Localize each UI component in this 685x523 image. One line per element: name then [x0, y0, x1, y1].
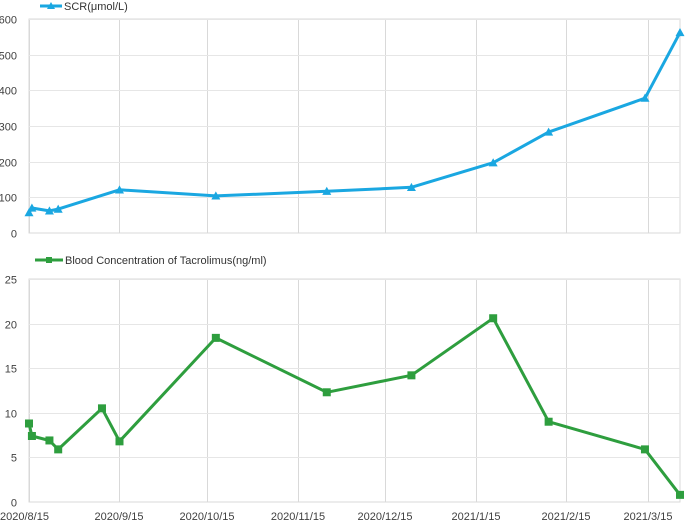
y-tick-label: 600 — [0, 15, 17, 27]
data-point-triangle — [211, 191, 221, 200]
legend-marker-triangle — [47, 2, 55, 9]
data-point-triangle — [322, 186, 332, 195]
x-tick-label: 2020/9/15 — [95, 511, 144, 523]
y-tick-label: 400 — [0, 86, 17, 98]
data-point-square — [640, 445, 649, 454]
legend: Blood Concentration of Tacrolimus(ng/ml) — [35, 255, 267, 267]
y-tick-label: 0 — [11, 498, 17, 510]
y-tick-label: 25 — [5, 275, 17, 287]
data-point-square — [676, 490, 684, 499]
y-tick-label: 200 — [0, 158, 17, 170]
data-point-triangle — [675, 28, 685, 37]
y-tick-label: 300 — [0, 122, 17, 134]
data-point-triangle — [44, 206, 54, 215]
x-tick-label: 2020/12/15 — [357, 511, 412, 523]
chart-panel-1: 0 100 200 300 400 500 600 SCR(μmol/L) — [0, 1, 685, 241]
x-tick-label: 2020/10/15 — [179, 511, 234, 523]
data-point-square — [27, 431, 36, 440]
series-line — [27, 31, 682, 215]
x-tick-label: 2021/3/15 — [624, 511, 673, 523]
y-tick-label: 15 — [5, 364, 17, 376]
series-line — [27, 316, 682, 497]
legend-marker-square — [46, 257, 52, 263]
y-tick-label: 10 — [5, 409, 17, 421]
data-point-square — [115, 437, 124, 446]
y-tick-label: 20 — [5, 320, 17, 332]
data-point-triangle — [114, 185, 124, 194]
data-point-square — [25, 419, 33, 428]
chart-panel-2: 0 5 10 15 20 25 Blood Concentration of Tacroli… — [0, 255, 684, 523]
data-point-triangle — [53, 204, 63, 213]
data-point-square — [54, 445, 63, 454]
data-point-square — [489, 314, 498, 323]
y-tick-label: 0 — [11, 229, 17, 241]
data-point-triangle — [24, 208, 34, 217]
data-point-square — [322, 388, 331, 397]
y-tick-label: 100 — [0, 193, 17, 205]
data-point-square — [45, 436, 54, 445]
data-point-triangle — [544, 127, 554, 136]
legend-label: Blood Concentration of Tacrolimus(ng/ml) — [65, 255, 267, 267]
legend-label: SCR(μmol/L) — [64, 1, 128, 13]
y-tick-label: 500 — [0, 51, 17, 63]
legend: SCR(μmol/L) — [40, 1, 128, 13]
data-point-square — [211, 333, 220, 342]
data-point-triangle — [406, 182, 416, 191]
data-point-triangle — [488, 158, 498, 167]
data-point-triangle — [640, 93, 650, 102]
x-tick-label: 2021/2/15 — [542, 511, 591, 523]
x-tick-label: 2020/8/15 — [0, 511, 49, 523]
data-point-square — [407, 371, 416, 380]
data-point-triangle — [27, 203, 37, 212]
plot-area-border — [28, 278, 681, 503]
y-tick-label: 5 — [11, 453, 17, 465]
x-tick-label: 2021/1/15 — [452, 511, 501, 523]
data-point-square — [544, 417, 553, 426]
x-tick-label: 2020/11/15 — [271, 511, 325, 523]
data-point-square — [97, 404, 106, 413]
